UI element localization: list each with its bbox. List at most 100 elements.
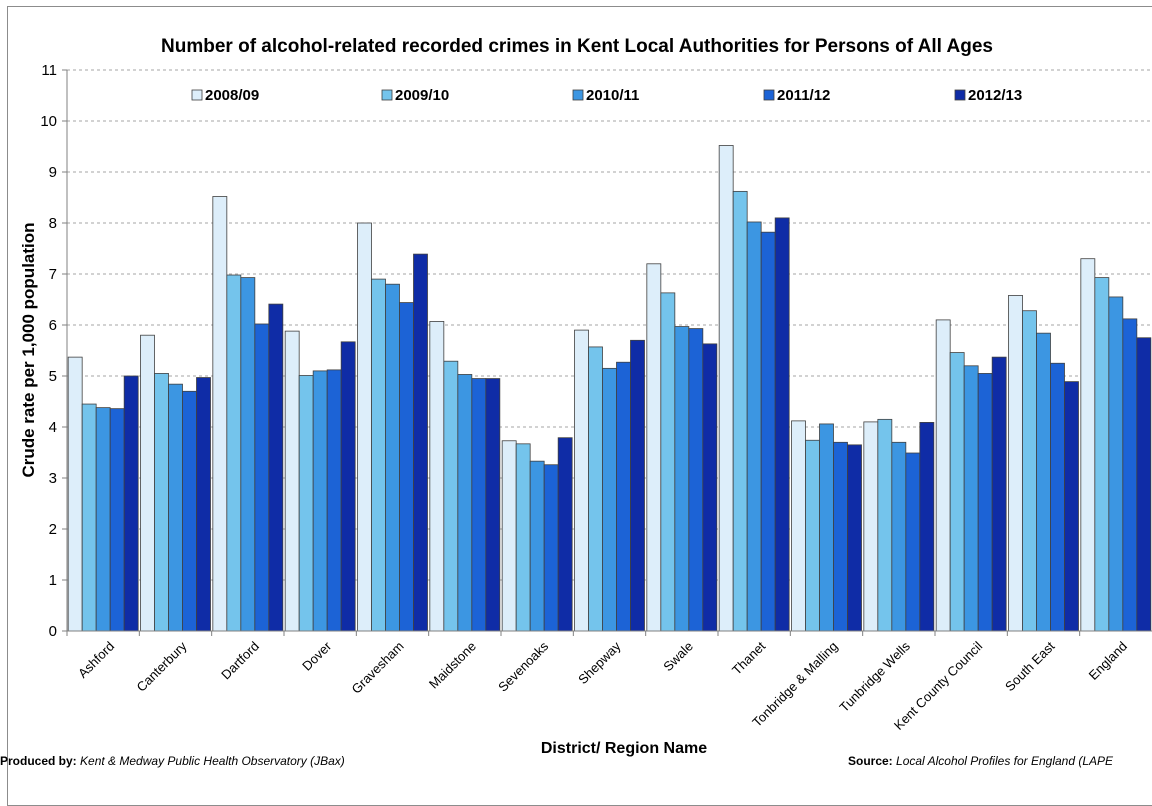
bar bbox=[196, 377, 211, 632]
bar bbox=[443, 360, 459, 632]
legend-label: 2009/10 bbox=[395, 87, 449, 104]
bar bbox=[326, 369, 342, 632]
bar bbox=[805, 439, 820, 632]
bar bbox=[81, 403, 97, 632]
x-tick-label: Gravesham bbox=[348, 639, 406, 697]
bar bbox=[630, 339, 645, 632]
bars bbox=[67, 145, 1152, 632]
bar bbox=[919, 422, 935, 632]
bar bbox=[891, 441, 907, 632]
y-tick-label: 4 bbox=[49, 419, 57, 436]
y-tick-label: 1 bbox=[49, 572, 57, 589]
bar bbox=[760, 231, 776, 632]
bar bbox=[298, 375, 314, 632]
bar bbox=[819, 423, 834, 632]
bar bbox=[123, 375, 139, 632]
y-tick-label: 2 bbox=[49, 521, 57, 538]
x-tick-label: Swale bbox=[660, 639, 696, 675]
bar-chart: Number of alcohol-related recorded crime… bbox=[19, 36, 1152, 757]
bar bbox=[588, 346, 603, 632]
bar bbox=[385, 283, 400, 632]
bar bbox=[413, 253, 428, 632]
bar bbox=[574, 329, 589, 632]
produced-by-label: Produced by: bbox=[0, 754, 77, 768]
bar bbox=[718, 145, 734, 632]
bar bbox=[212, 196, 228, 632]
bar bbox=[905, 452, 921, 632]
bar bbox=[154, 373, 169, 632]
bar bbox=[457, 374, 473, 632]
y-tick-label: 3 bbox=[49, 470, 57, 487]
x-tick-label: Ashford bbox=[75, 639, 117, 681]
x-tick-label: Thanet bbox=[729, 638, 768, 677]
legend-swatch bbox=[191, 89, 203, 101]
bar bbox=[543, 464, 559, 632]
x-axis-label: District/ Region Name bbox=[541, 740, 707, 757]
source-note: Source: Local Alcohol Profiles for Engla… bbox=[848, 754, 1113, 768]
y-tick-label: 11 bbox=[41, 62, 57, 79]
bar bbox=[485, 378, 501, 632]
bar bbox=[226, 274, 242, 632]
x-tick-label: Maidstone bbox=[426, 639, 479, 692]
bar bbox=[863, 421, 879, 632]
legend-label: 2008/09 bbox=[205, 87, 259, 104]
x-tick-label: England bbox=[1086, 639, 1130, 683]
bar bbox=[1036, 332, 1051, 632]
bar bbox=[268, 303, 284, 632]
y-tick-label: 5 bbox=[49, 368, 57, 385]
bar bbox=[963, 365, 979, 632]
bar bbox=[935, 319, 951, 632]
bar bbox=[977, 373, 993, 632]
x-tick-label: Dover bbox=[299, 638, 335, 674]
bar bbox=[515, 443, 531, 632]
legend-swatch bbox=[381, 89, 393, 101]
bar bbox=[1094, 277, 1110, 632]
bar bbox=[1050, 362, 1065, 632]
bar bbox=[660, 292, 676, 632]
y-tick-label: 10 bbox=[40, 113, 57, 130]
produced-by-note: Produced by: Kent & Medway Public Health… bbox=[0, 754, 345, 768]
bar bbox=[1008, 295, 1023, 632]
x-tick-label: South East bbox=[1002, 638, 1058, 694]
y-axis-label: Crude rate per 1,000 population bbox=[19, 222, 38, 477]
bar bbox=[646, 263, 662, 632]
legend-swatch bbox=[954, 89, 966, 101]
bar bbox=[429, 321, 445, 632]
bar bbox=[616, 361, 631, 632]
bar bbox=[602, 367, 617, 632]
bar bbox=[182, 390, 197, 632]
bar bbox=[746, 221, 762, 632]
bar bbox=[688, 328, 704, 632]
bar bbox=[774, 217, 790, 632]
bar bbox=[1136, 337, 1152, 632]
bar bbox=[1108, 296, 1124, 632]
bar bbox=[168, 383, 183, 632]
bar bbox=[529, 460, 545, 632]
legend-label: 2010/11 bbox=[586, 87, 639, 104]
bar bbox=[674, 326, 690, 632]
bar bbox=[1064, 381, 1079, 632]
legend-swatch bbox=[572, 89, 584, 101]
chart-title: Number of alcohol-related recorded crime… bbox=[161, 36, 993, 57]
bar bbox=[95, 407, 111, 632]
bar bbox=[847, 444, 862, 632]
bar bbox=[1022, 310, 1037, 632]
legend-label: 2012/13 bbox=[968, 87, 1022, 104]
y-tick-label: 9 bbox=[49, 164, 57, 181]
produced-by-value: Kent & Medway Public Health Observatory … bbox=[80, 754, 345, 768]
y-tick-label: 0 bbox=[49, 623, 57, 640]
bar bbox=[991, 356, 1007, 632]
legend: 2008/09 2009/10 2010/11 2011/12 2012/13 bbox=[191, 87, 1022, 104]
bar bbox=[833, 441, 848, 632]
source-label: Source: bbox=[848, 754, 893, 768]
x-tick-label: Canterbury bbox=[134, 638, 190, 694]
bar bbox=[109, 408, 125, 632]
bar bbox=[67, 356, 83, 632]
bar bbox=[340, 341, 356, 632]
bar bbox=[254, 323, 270, 632]
bar bbox=[1080, 258, 1096, 632]
bar bbox=[732, 190, 748, 632]
bar bbox=[140, 334, 155, 632]
legend-label: 2011/12 bbox=[777, 87, 830, 104]
bar bbox=[399, 302, 414, 632]
